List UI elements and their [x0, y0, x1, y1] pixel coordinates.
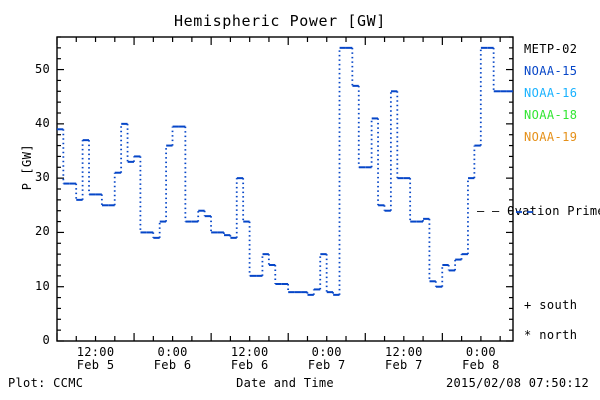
x-tick-date: Feb 7 [385, 358, 423, 372]
x-tick-time: 12:00 [385, 345, 423, 359]
legend-marker-north: * north [524, 328, 578, 342]
legend-item-noaa-16: NOAA-16 [524, 86, 578, 100]
x-tick-time: 0:00 [311, 345, 342, 359]
plot-source: Plot: CCMC [8, 376, 84, 390]
plot-frame [56, 36, 514, 342]
x-tick-label: 0:00 Feb 7 [282, 346, 372, 372]
timestamp: 2015/02/08 07:50:12 [446, 376, 589, 390]
legend-ovation-line1: — — Ovation [476, 204, 560, 218]
legend-item-noaa-19: NOAA-19 [524, 130, 578, 144]
legend-item-noaa-15: NOAA-15 [524, 64, 578, 78]
y-tick-label: 50 [34, 61, 50, 76]
x-tick-date: Feb 5 [76, 358, 115, 372]
x-tick-label: 12:00 Feb 5 [51, 346, 141, 372]
x-tick-label: 0:00 Feb 6 [128, 346, 218, 372]
x-tick-date: Feb 6 [153, 358, 192, 372]
x-tick-date: Feb 7 [307, 358, 346, 372]
y-tick-label: 10 [34, 278, 50, 293]
x-tick-label: 0:00 Feb 8 [436, 346, 526, 372]
y-tick-label: 20 [34, 224, 50, 239]
x-tick-label: 12:00 Feb 7 [359, 346, 449, 372]
x-tick-time: 12:00 [76, 345, 115, 359]
data-series-group [57, 46, 513, 296]
legend-ovation: — — Ovation Prime HPI [477, 205, 600, 218]
x-tick-time: 0:00 [157, 345, 188, 359]
y-tick-label: 0 [42, 333, 50, 347]
y-tick-label: 30 [34, 170, 50, 185]
x-tick-label: 12:00 Feb 6 [205, 346, 295, 372]
legend-item-noaa-18: NOAA-18 [524, 108, 578, 122]
x-tick-time: 12:00 [230, 345, 269, 359]
x-tick-time: 0:00 [465, 345, 496, 359]
page-title: Hemispheric Power [GW] [174, 12, 386, 30]
legend-ovation-line2: Prime HPI [567, 204, 600, 218]
y-tick-label: 40 [34, 115, 50, 130]
legend-item-metp-02: METP-02 [524, 42, 578, 56]
x-tick-date: Feb 8 [462, 358, 500, 372]
legend-marker-south: + south [524, 298, 578, 312]
x-tick-date: Feb 6 [230, 358, 269, 372]
axes-frame [56, 36, 514, 342]
x-axis-title: Date and Time [236, 376, 334, 390]
